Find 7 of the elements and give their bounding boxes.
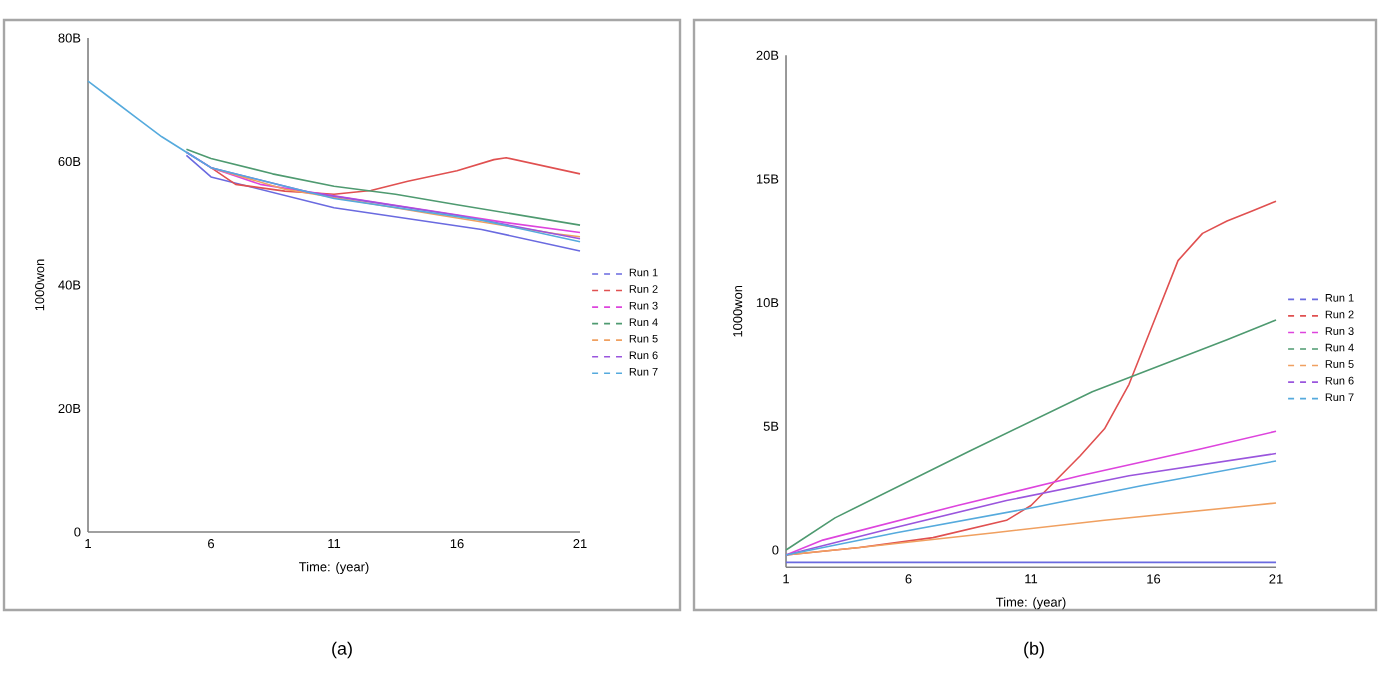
- line-series: [785, 502, 1277, 556]
- text: (a): [332, 641, 352, 659]
- line-series: [87, 80, 581, 243]
- text: (b): [1024, 641, 1044, 659]
- line-series: [785, 319, 1277, 551]
- line-series: [785, 430, 1277, 556]
- line-series: [210, 156, 581, 196]
